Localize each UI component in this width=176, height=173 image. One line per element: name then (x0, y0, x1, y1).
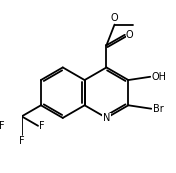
Text: F: F (0, 121, 4, 131)
Text: F: F (39, 121, 45, 131)
Text: Br: Br (153, 104, 164, 114)
Text: F: F (19, 136, 24, 146)
Text: OH: OH (152, 72, 167, 82)
Text: O: O (111, 13, 118, 22)
Text: N: N (103, 113, 110, 123)
Text: O: O (126, 30, 134, 40)
